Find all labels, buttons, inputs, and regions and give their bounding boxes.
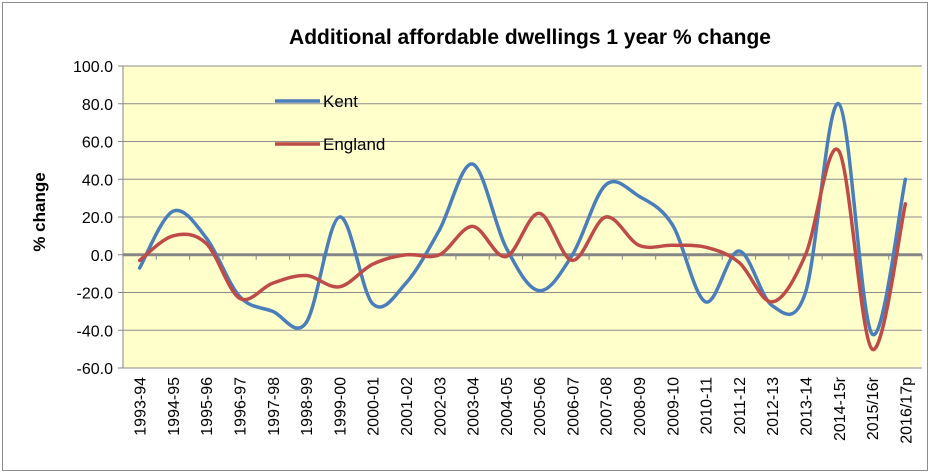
y-tick-label: 40.0 [82, 172, 113, 189]
y-tick-label: 100.0 [73, 59, 113, 76]
series-line-kent [137, 102, 908, 337]
x-tick-label: 2007-08 [599, 377, 616, 436]
x-tick-label: 1998-99 [299, 377, 316, 436]
y-tick-label: -20.0 [77, 286, 114, 303]
y-axis-ticks: 100.0 80.0 60.0 40.0 20.0 0.0 -20.0 -40.0 -60.0 [73, 59, 123, 378]
y-axis-label: % change [30, 172, 49, 251]
x-tick-label: 2016/17p [898, 377, 915, 444]
x-tick-label: 2002-03 [432, 377, 449, 436]
y-tick-label: -40.0 [77, 323, 114, 340]
y-tick-label: 0.0 [91, 248, 113, 265]
x-tick-label: 2015/16r [865, 376, 882, 440]
x-tick-label: 2004-05 [499, 377, 516, 436]
legend-label-kent: Kent [323, 92, 358, 111]
series-lines [137, 102, 908, 351]
x-tick-label: 2013-14 [798, 377, 815, 436]
y-tick-label: 80.0 [82, 97, 113, 114]
legend-label-england: England [323, 135, 385, 154]
y-tick-label: 60.0 [82, 135, 113, 152]
chart-title: Additional affordable dwellings 1 year %… [289, 26, 771, 49]
x-tick-label: 2000-01 [366, 377, 383, 436]
y-tick-label: -60.0 [77, 361, 114, 378]
x-tick-label: 2008-09 [632, 377, 649, 436]
series-line-england [137, 147, 908, 351]
x-tick-label: 2011-12 [732, 377, 749, 435]
x-tick-label: 2012-13 [765, 377, 782, 436]
x-tick-label: 2009-10 [665, 377, 682, 436]
x-tick-label: 1994-95 [166, 377, 183, 436]
x-tick-label: 2006-07 [565, 377, 582, 436]
x-tick-label: 2010-11 [699, 377, 716, 435]
x-tick-label: 1995-96 [199, 377, 216, 436]
x-tick-label: 1999-00 [332, 377, 349, 436]
x-tick-label: 2003-04 [466, 377, 483, 436]
x-tick-label: 1996-97 [233, 377, 250, 436]
x-tick-label: 2001-02 [399, 377, 416, 436]
x-tick-label: 1997-98 [266, 377, 283, 436]
x-tick-label: 2005-06 [532, 377, 549, 436]
x-tick-label: 1993-94 [133, 377, 150, 436]
x-axis-ticks: 1993-94 1994-95 1995-96 1996-97 1997-98 1998-… [122, 254, 923, 444]
x-tick-label: 2014-15r [832, 376, 849, 441]
y-tick-label: 20.0 [82, 210, 113, 227]
legend: Kent England [275, 92, 385, 154]
